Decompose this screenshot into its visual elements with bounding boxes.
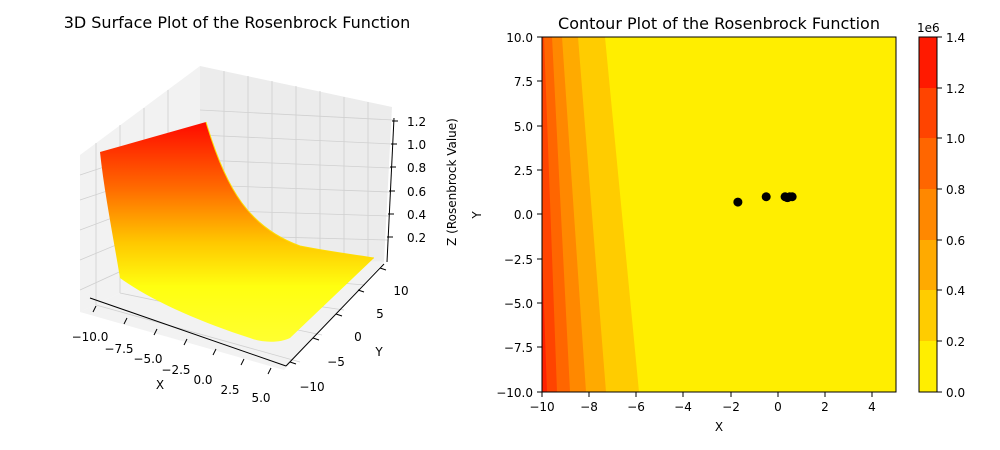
y-ticks-3d: −10 −5 0 5 10	[289, 267, 409, 394]
y-tick-label: 0	[354, 330, 362, 344]
z-tick-label: 0.8	[407, 161, 426, 175]
y-axis-3d	[285, 263, 385, 367]
colorbar-tick-label: 0.6	[946, 234, 965, 248]
x-tick-label: 5.0	[251, 391, 270, 405]
y-tick-label: −10	[299, 380, 324, 394]
surface-plot: 3D Surface Plot of the Rosenbrock Functi…	[64, 13, 459, 405]
contour-band	[542, 250, 547, 392]
y-axis-label-3d: Y	[374, 345, 383, 359]
x-tick-label: 0.0	[193, 373, 212, 387]
x-ticks-3d: −10.0 −7.5 −5.0 −2.5 0.0 2.5 5.0	[72, 305, 272, 405]
contour-y-tick-label: 5.0	[514, 120, 533, 134]
contour-y-tick-label: 0.0	[514, 208, 533, 222]
colorbar-tick-label: 1.2	[946, 82, 965, 96]
x-tick-label: −7.5	[104, 342, 133, 356]
contour-y-tick-label: −10.0	[496, 386, 533, 400]
colorbar-frame	[918, 36, 938, 393]
rosenbrock-surface	[100, 122, 374, 342]
z-axis-3d	[386, 117, 395, 263]
y-tick-label: 10	[393, 284, 408, 298]
contour-x-tick-label: −6	[627, 400, 645, 414]
contour-band	[542, 37, 557, 392]
contour-x-tick-label: −4	[674, 400, 692, 414]
colorbar: 1.4 1.2 1.0 0.8 0.6 0.4 0.2 0.0 1e6	[917, 21, 965, 400]
contour-title: Contour Plot of the Rosenbrock Function	[558, 14, 880, 33]
contour-y-tick-label: −5.0	[504, 297, 533, 311]
colorbar-band	[919, 37, 937, 88]
contour-x-tick-label: −10	[529, 400, 554, 414]
scatter-point	[761, 192, 771, 202]
contour-y-tick-label: −7.5	[504, 341, 533, 355]
x-tick-label: 2.5	[220, 383, 239, 397]
scatter-points	[733, 192, 797, 207]
contour-x-ticks: −10 −8 −6 −4 −2 0 2 4	[529, 392, 876, 414]
contour-plot: Contour Plot of the Rosenbrock Function …	[470, 14, 965, 434]
contour-x-tick-label: −8	[580, 400, 598, 414]
x-tick-label: −5.0	[133, 352, 162, 366]
colorbar-tick-label: 0.4	[946, 284, 965, 298]
contour-y-tick-label: −2.5	[504, 253, 533, 267]
surface-title: 3D Surface Plot of the Rosenbrock Functi…	[64, 13, 411, 32]
contour-x-axis-label: X	[715, 420, 723, 434]
colorbar-tick-label: 0.0	[946, 386, 965, 400]
x-tick-label: −10.0	[72, 330, 109, 344]
z-tick-label: 0.2	[407, 231, 426, 245]
contour-y-tick-label: 7.5	[514, 75, 533, 89]
scatter-point	[787, 192, 797, 202]
surface-ridge	[205, 121, 375, 259]
colorbar-tick-label: 1.4	[946, 31, 965, 45]
contour-y-tick-label: 10.0	[506, 31, 533, 45]
z-axis-label-3d: Z (Rosenbrock Value)	[445, 118, 459, 246]
contour-x-tick-label: 4	[868, 400, 876, 414]
z-tick-label: 1.0	[407, 138, 426, 152]
z-tick-label: 1.2	[407, 115, 426, 129]
x-axis-label-3d: X	[156, 378, 164, 392]
y-tick-label: −5	[327, 355, 345, 369]
scatter-point	[733, 197, 743, 207]
contour-x-tick-label: 0	[774, 400, 782, 414]
contour-y-tick-label: 2.5	[514, 164, 533, 178]
colorbar-offset-label: 1e6	[917, 21, 940, 35]
contour-x-tick-label: −2	[722, 400, 740, 414]
z-tick-label: 0.6	[407, 185, 426, 199]
contour-fills	[542, 37, 896, 392]
z-ticks-3d: 0.2 0.4 0.6 0.8 1.0 1.2	[387, 115, 426, 245]
x-tick-label: −2.5	[161, 363, 190, 377]
colorbar-tick-label: 0.2	[946, 335, 965, 349]
z-tick-label: 0.4	[407, 208, 426, 222]
contour-y-ticks: 10.0 7.5 5.0 2.5 0.0 −2.5 −5.0 −7.5 −10.…	[496, 31, 542, 400]
contour-x-tick-label: 2	[821, 400, 829, 414]
colorbar-tick-label: 1.0	[946, 132, 965, 146]
x-axis-3d	[89, 297, 287, 367]
colorbar-tick-label: 0.8	[946, 183, 965, 197]
contour-y-axis-label: Y	[470, 211, 484, 220]
y-tick-label: 5	[376, 307, 384, 321]
